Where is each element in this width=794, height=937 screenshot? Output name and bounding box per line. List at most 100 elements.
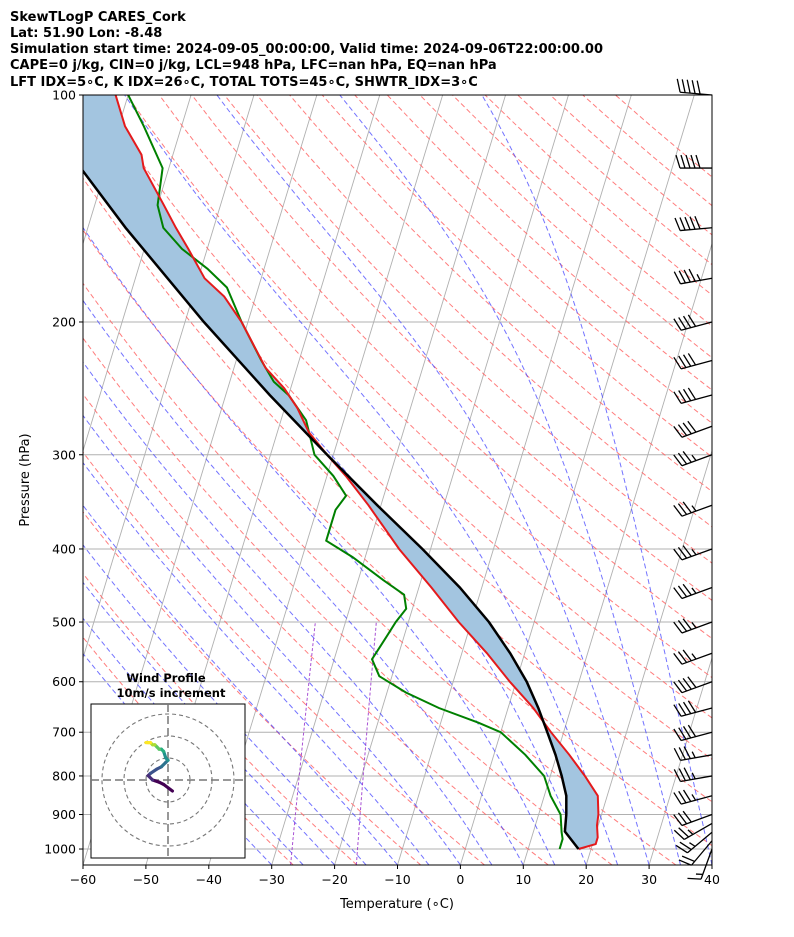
- wind-barb-feather: [682, 810, 692, 823]
- dry-adiabat--10: [83, 511, 422, 865]
- hodograph-plot: [91, 704, 245, 858]
- wind-barb-shaft: [680, 277, 713, 285]
- wind-barbs: [673, 78, 713, 880]
- wind-barb-feather: [681, 79, 686, 93]
- wind-barb-feather: [678, 390, 687, 403]
- wind-barb-1000: [687, 848, 713, 880]
- dry-adiabat-80: [126, 95, 712, 679]
- wind-barb-feather: [678, 747, 686, 760]
- temperature-axis-ticks: −60 −50 −40 −30 −20 −10 0 10 20 30 40: [70, 865, 720, 887]
- wind-barb-feather: [673, 792, 682, 805]
- wind-barb-shaft: [681, 425, 713, 438]
- moist-adiabat-5: [83, 361, 493, 865]
- temperature-line: [114, 95, 600, 850]
- wind-barb-feather: [687, 387, 697, 400]
- wind-barb-feather: [694, 215, 701, 230]
- wind-barb-feather: [690, 154, 696, 169]
- wind-barb-feather: [687, 676, 697, 688]
- wind-barb-half-feather: [691, 653, 697, 660]
- dry-adiabat-90: [158, 95, 712, 640]
- wind-barb-feather: [673, 425, 683, 438]
- dry-adiabat-230: [615, 95, 712, 178]
- wind-barb-225: [673, 353, 713, 370]
- isotherm-40: [711, 863, 712, 865]
- wind-barb-feather: [687, 724, 697, 737]
- wind-barb-feather: [673, 454, 683, 467]
- wind-barb-feather: [682, 315, 692, 329]
- dry-adiabat-10: [83, 393, 549, 865]
- wind-barb-shaft: [681, 813, 713, 827]
- wind-barb-feather: [683, 269, 691, 283]
- dry-adiabat-180: [452, 95, 712, 327]
- header-times: Simulation start time: 2024-09-05_00:00:…: [10, 42, 603, 57]
- wind-barb-feather: [682, 678, 692, 690]
- moist-adiabat-35: [339, 95, 681, 865]
- dry-adiabat-220: [582, 95, 712, 207]
- x-tick-label-5: −10: [384, 872, 410, 887]
- wind-barb-feather: [680, 154, 686, 169]
- y-axis-label: Pressure (hPa): [18, 433, 33, 526]
- wind-barb-feather: [678, 768, 686, 781]
- isotherm--110: [0, 95, 2, 865]
- dry-adiabat-150: [354, 95, 712, 424]
- wind-barb-feather: [687, 314, 697, 327]
- wind-barb-feather: [678, 317, 687, 330]
- wind-barb-shaft: [681, 548, 713, 561]
- wind-barb-feather: [673, 587, 683, 599]
- wind-barb-feather: [677, 651, 688, 663]
- moist-adiabat--15: [83, 544, 367, 865]
- wind-barb-feather: [682, 388, 692, 402]
- y-tick-label-100: 100: [52, 88, 76, 103]
- wind-barb-feather: [683, 746, 691, 759]
- wind-barb-shaft: [680, 91, 713, 96]
- parcel-area-fill: [83, 95, 599, 849]
- wind-barb-shaft: [687, 831, 713, 854]
- header-title: SkewTLogP CARES_Cork: [10, 10, 186, 25]
- isotherm-20: [585, 449, 712, 865]
- wind-barb-feather: [688, 268, 696, 282]
- y-tick-label-600: 600: [52, 674, 76, 689]
- wind-barb-100: [676, 78, 713, 96]
- isotherm-10: [522, 242, 712, 865]
- dry-adiabat-100: [191, 95, 712, 601]
- y-tick-label-200: 200: [52, 314, 76, 329]
- x-tick-label-2: −40: [196, 872, 222, 887]
- wind-barb-feather: [682, 726, 692, 739]
- wind-barb-shaft: [681, 621, 713, 634]
- wind-barb-feather: [682, 545, 692, 557]
- wind-barb-feather: [679, 841, 692, 851]
- wind-barb-feather: [675, 154, 681, 169]
- wind-barb-feather: [677, 546, 688, 559]
- mixing-ratio-line-1: [290, 621, 316, 865]
- wind-barb-925: [673, 822, 713, 841]
- wind-barb-shaft: [680, 731, 713, 742]
- wind-barb-350: [673, 501, 713, 517]
- wind-barb-175: [673, 268, 713, 285]
- dry-adiabat-70: [93, 95, 712, 719]
- wind-barb-feather: [673, 621, 683, 634]
- wind-barb-feather: [682, 649, 692, 662]
- wind-barb-feather: [687, 353, 697, 366]
- moist-adiabat-30: [216, 95, 650, 865]
- wind-barb-feather: [677, 452, 688, 465]
- hodograph-segment: [162, 782, 174, 793]
- wind-barb-shaft: [680, 227, 713, 232]
- wind-barb-shaft: [680, 775, 713, 783]
- isotherm-50: [775, 95, 794, 865]
- wind-barb-feather: [681, 855, 695, 863]
- wind-barb-half-feather: [691, 587, 697, 594]
- wind-barb-feather: [678, 827, 690, 838]
- wind-barb-feather: [673, 728, 682, 741]
- wind-barb-shaft: [700, 848, 713, 880]
- wind-barb-feather: [677, 679, 688, 692]
- wind-barb-125: [675, 154, 712, 169]
- wind-barb-550: [673, 649, 713, 665]
- isotherm--30: [271, 95, 506, 865]
- wind-barb-feather: [678, 727, 687, 740]
- wind-barb-half-feather: [691, 505, 697, 512]
- dry-adiabat-120: [256, 95, 712, 528]
- wind-barb-feather: [683, 767, 691, 781]
- x-tick-label-1: −50: [133, 872, 159, 887]
- moist-adiabat--20: [83, 581, 335, 865]
- wind-barb-feather: [682, 701, 692, 714]
